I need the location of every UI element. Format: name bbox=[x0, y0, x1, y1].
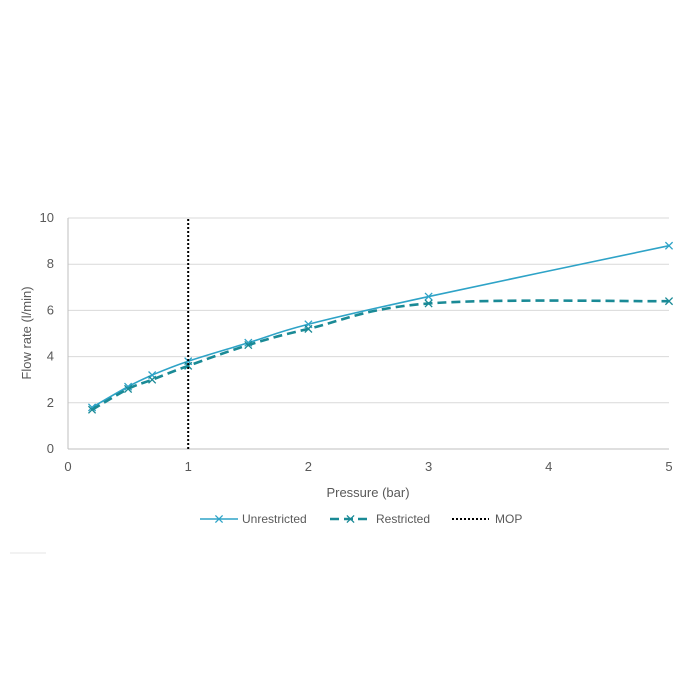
point-restricted-3 bbox=[184, 361, 193, 370]
y-tick-label-4: 8 bbox=[47, 256, 54, 271]
point-restricted-2 bbox=[148, 375, 157, 384]
x-axis-title: Pressure (bar) bbox=[326, 485, 409, 500]
point-unrestricted-6 bbox=[424, 292, 433, 301]
series-layer bbox=[87, 218, 674, 449]
axes bbox=[67, 218, 669, 450]
point-restricted-1 bbox=[124, 384, 133, 393]
y-tick-label-0: 0 bbox=[47, 441, 54, 456]
legend: Unrestricted Restricted MOP bbox=[200, 512, 522, 526]
tick-labels: 0 2 4 6 8 10 0 1 2 3 4 5 bbox=[40, 210, 673, 474]
point-restricted-7 bbox=[664, 297, 674, 306]
x-tick-label-1: 1 bbox=[185, 459, 192, 474]
legend-label-restricted: Restricted bbox=[376, 512, 430, 526]
x-tick-label-2: 2 bbox=[305, 459, 312, 474]
series-line-unrestricted bbox=[91, 244, 670, 409]
point-restricted-5 bbox=[304, 324, 313, 333]
x-tick-label-5: 5 bbox=[665, 459, 672, 474]
y-tick-label-1: 2 bbox=[47, 395, 54, 410]
legend-label-unrestricted: Unrestricted bbox=[242, 512, 307, 526]
y-tick-label-5: 10 bbox=[40, 210, 54, 225]
legend-marker-unrestricted bbox=[214, 514, 224, 524]
point-restricted-0 bbox=[87, 405, 97, 414]
x-tick-label-4: 4 bbox=[545, 459, 552, 474]
x-tick-label-3: 3 bbox=[425, 459, 432, 474]
point-restricted-4 bbox=[244, 340, 253, 350]
point-unrestricted-7 bbox=[664, 241, 674, 250]
y-tick-label-3: 6 bbox=[47, 302, 54, 317]
y-tick-label-2: 4 bbox=[47, 349, 54, 364]
series-line-restricted bbox=[91, 299, 670, 411]
legend-marker-restricted bbox=[346, 514, 355, 524]
point-restricted-6 bbox=[424, 299, 433, 308]
y-axis-title: Flow rate (l/min) bbox=[19, 286, 34, 379]
x-tick-label-0: 0 bbox=[64, 459, 71, 474]
legend-label-mop: MOP bbox=[495, 512, 522, 526]
